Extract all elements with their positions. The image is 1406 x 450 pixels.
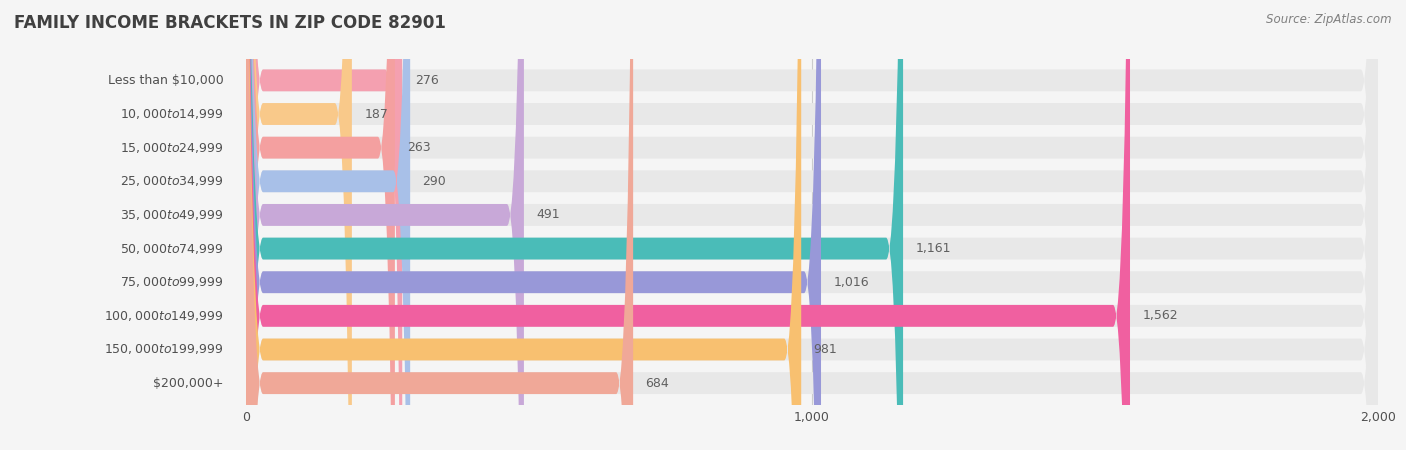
FancyBboxPatch shape: [246, 0, 524, 450]
Text: 491: 491: [536, 208, 560, 221]
FancyBboxPatch shape: [246, 0, 1378, 450]
FancyBboxPatch shape: [246, 0, 1378, 450]
Text: 276: 276: [415, 74, 439, 87]
FancyBboxPatch shape: [246, 0, 1378, 450]
FancyBboxPatch shape: [246, 0, 395, 450]
FancyBboxPatch shape: [246, 0, 1378, 450]
FancyBboxPatch shape: [246, 0, 1378, 450]
Text: 263: 263: [408, 141, 432, 154]
Text: $75,000 to $99,999: $75,000 to $99,999: [120, 275, 224, 289]
FancyBboxPatch shape: [246, 0, 903, 450]
Text: Source: ZipAtlas.com: Source: ZipAtlas.com: [1267, 14, 1392, 27]
FancyBboxPatch shape: [246, 0, 1378, 450]
FancyBboxPatch shape: [246, 0, 1378, 450]
Text: 187: 187: [364, 108, 388, 121]
Text: $25,000 to $34,999: $25,000 to $34,999: [120, 174, 224, 188]
FancyBboxPatch shape: [246, 0, 1378, 450]
FancyBboxPatch shape: [246, 0, 352, 450]
Text: 684: 684: [645, 377, 669, 390]
Text: $10,000 to $14,999: $10,000 to $14,999: [120, 107, 224, 121]
Text: $50,000 to $74,999: $50,000 to $74,999: [120, 242, 224, 256]
Text: 1,562: 1,562: [1143, 309, 1178, 322]
FancyBboxPatch shape: [246, 0, 402, 450]
FancyBboxPatch shape: [246, 0, 1130, 450]
Text: 1,161: 1,161: [915, 242, 950, 255]
Text: $35,000 to $49,999: $35,000 to $49,999: [120, 208, 224, 222]
Text: $100,000 to $149,999: $100,000 to $149,999: [104, 309, 224, 323]
Text: Less than $10,000: Less than $10,000: [108, 74, 224, 87]
FancyBboxPatch shape: [246, 0, 1378, 450]
FancyBboxPatch shape: [246, 0, 633, 450]
FancyBboxPatch shape: [246, 0, 411, 450]
Text: $200,000+: $200,000+: [153, 377, 224, 390]
FancyBboxPatch shape: [246, 0, 1378, 450]
FancyBboxPatch shape: [246, 0, 821, 450]
Text: $150,000 to $199,999: $150,000 to $199,999: [104, 342, 224, 356]
FancyBboxPatch shape: [246, 0, 801, 450]
Text: FAMILY INCOME BRACKETS IN ZIP CODE 82901: FAMILY INCOME BRACKETS IN ZIP CODE 82901: [14, 14, 446, 32]
Text: 290: 290: [423, 175, 446, 188]
Text: $15,000 to $24,999: $15,000 to $24,999: [120, 141, 224, 155]
Text: 1,016: 1,016: [834, 276, 869, 289]
Text: 981: 981: [814, 343, 838, 356]
